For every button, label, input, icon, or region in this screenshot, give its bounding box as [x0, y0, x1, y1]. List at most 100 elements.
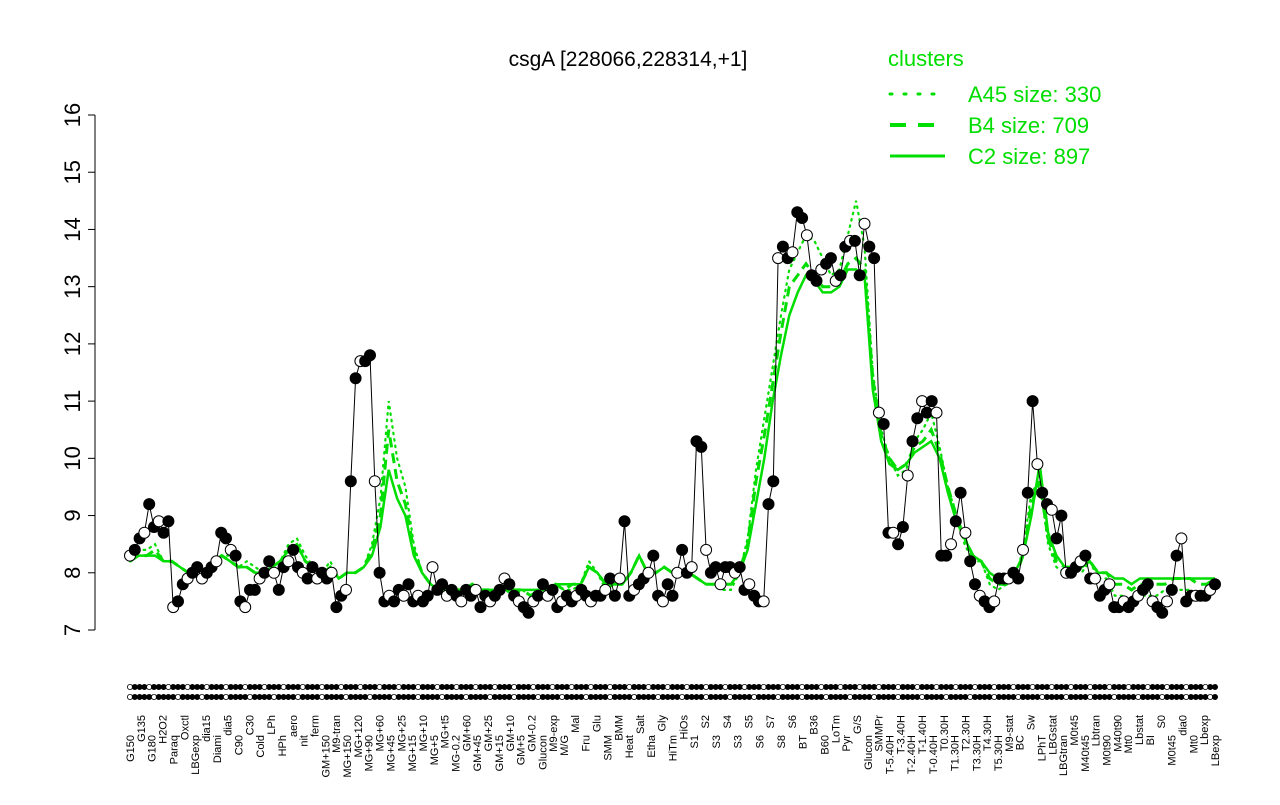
x-tick-label: T-0.40H [928, 735, 940, 774]
data-point [930, 406, 943, 419]
data-point [599, 583, 612, 596]
data-point [239, 601, 252, 614]
data-point [1045, 503, 1058, 516]
data-point [1089, 572, 1101, 585]
x-tick-label: GM+5 [516, 735, 528, 765]
x-tick-label: LPhT [1036, 735, 1048, 762]
data-point [647, 549, 660, 562]
x-tick-label: LBGexp [190, 735, 202, 775]
rug-marker [1212, 684, 1219, 691]
x-tick-label: C90 [234, 735, 246, 755]
x-tick-label: C30 [244, 715, 256, 735]
data-point [546, 583, 559, 596]
x-tick-label: MG+45 [385, 735, 397, 771]
data-point [714, 578, 727, 591]
data-point [1036, 486, 1049, 499]
x-tick-label: MG-0.2 [451, 735, 463, 772]
y-tick-label: 10 [60, 446, 85, 470]
rug-marker [395, 684, 402, 691]
x-tick-label: MG+90 [364, 735, 376, 771]
data-point [618, 515, 631, 528]
x-tick-label: T-1.40H [917, 715, 929, 754]
data-point [853, 269, 866, 282]
data-point [503, 578, 516, 591]
x-tick-label: Oxctl [179, 715, 191, 740]
data-point [887, 526, 900, 539]
x-tick-label: nit [299, 735, 311, 747]
x-tick-label: MG+25 [396, 715, 408, 751]
x-tick-label: Diami [212, 735, 224, 763]
x-tick-label: S3 [711, 735, 723, 748]
x-tick-label: Glucon [537, 735, 549, 770]
x-tick-label: T-2.40H [906, 735, 918, 774]
x-tick-label: S6 [787, 715, 799, 728]
data-point [824, 252, 837, 265]
legend-label: C2 size: 897 [968, 144, 1090, 169]
x-tick-label: GM+10 [505, 715, 517, 751]
data-point [743, 578, 756, 591]
data-point [364, 349, 376, 362]
data-point [325, 566, 338, 579]
data-point [676, 543, 689, 556]
x-tick-label: BC [1015, 735, 1027, 750]
data-point [340, 583, 352, 596]
data-point [988, 595, 1001, 608]
x-tick-label: M/G [559, 735, 571, 756]
data-point [1031, 458, 1044, 471]
data-point [656, 595, 669, 608]
data-point [945, 538, 957, 551]
x-tick-label: BT [798, 735, 810, 749]
data-point [1156, 606, 1169, 619]
data-point [642, 566, 655, 579]
x-tick-label: Glu [592, 715, 604, 732]
data-point [157, 526, 170, 539]
data-point [220, 532, 232, 545]
data-point [426, 561, 439, 574]
y-tick-label: 9 [60, 509, 85, 521]
data-point [911, 412, 924, 425]
x-tick-label: dia15 [201, 715, 213, 742]
data-point [959, 526, 972, 539]
data-point [1175, 532, 1188, 545]
data-point [128, 543, 141, 556]
data-point [896, 521, 909, 533]
x-tick-label: B60 [819, 735, 831, 755]
rug-marker [938, 694, 945, 701]
data-point [172, 595, 184, 608]
x-tick-label: Etha [646, 734, 658, 758]
x-tick-label: Lbstat [1134, 715, 1146, 745]
x-tick-label: T5.30H [993, 735, 1005, 771]
legend: clusters A45 size: 330 B4 size: 709 C2 siz… [888, 46, 1101, 169]
data-point [344, 475, 357, 488]
x-tick-labels: G150G135G180H2O2ParaqOxctlLBGexpdia15Dia… [125, 684, 1222, 778]
data-point [695, 440, 708, 453]
x-tick-label: Fru [581, 735, 593, 752]
x-tick-label: T1.30H [950, 735, 962, 771]
y-tick-label: 13 [60, 274, 85, 298]
x-tick-label: SMMPr [874, 715, 886, 752]
x-tick-label: BMM [613, 715, 625, 741]
x-tick-label: S4 [722, 715, 734, 728]
data-point [402, 578, 415, 591]
x-tick-label: T0.30H [939, 715, 951, 751]
data-point [1017, 543, 1029, 556]
x-tick-label: Sw [1026, 715, 1038, 730]
x-tick-label: M0t45 [1069, 715, 1081, 746]
data-point [954, 486, 967, 499]
data-point [248, 583, 261, 596]
data-point [906, 435, 919, 448]
x-tick-label: dia5 [223, 715, 235, 736]
data-point [1012, 572, 1025, 585]
x-tick-label: GM+45 [472, 735, 484, 771]
data-point [1165, 583, 1178, 596]
x-tick-label: MG+15 [407, 735, 419, 771]
x-tick-label: S1 [689, 735, 701, 748]
y-tick-label: 15 [60, 160, 85, 184]
x-tick-label: Paraq [168, 735, 180, 764]
data-points [124, 206, 1221, 619]
x-tick-label: Lbexp [1199, 715, 1211, 745]
x-tick-label: MG+150 [342, 735, 354, 778]
rug-marker [938, 684, 945, 691]
data-point [282, 555, 295, 568]
data-point [1209, 578, 1221, 591]
